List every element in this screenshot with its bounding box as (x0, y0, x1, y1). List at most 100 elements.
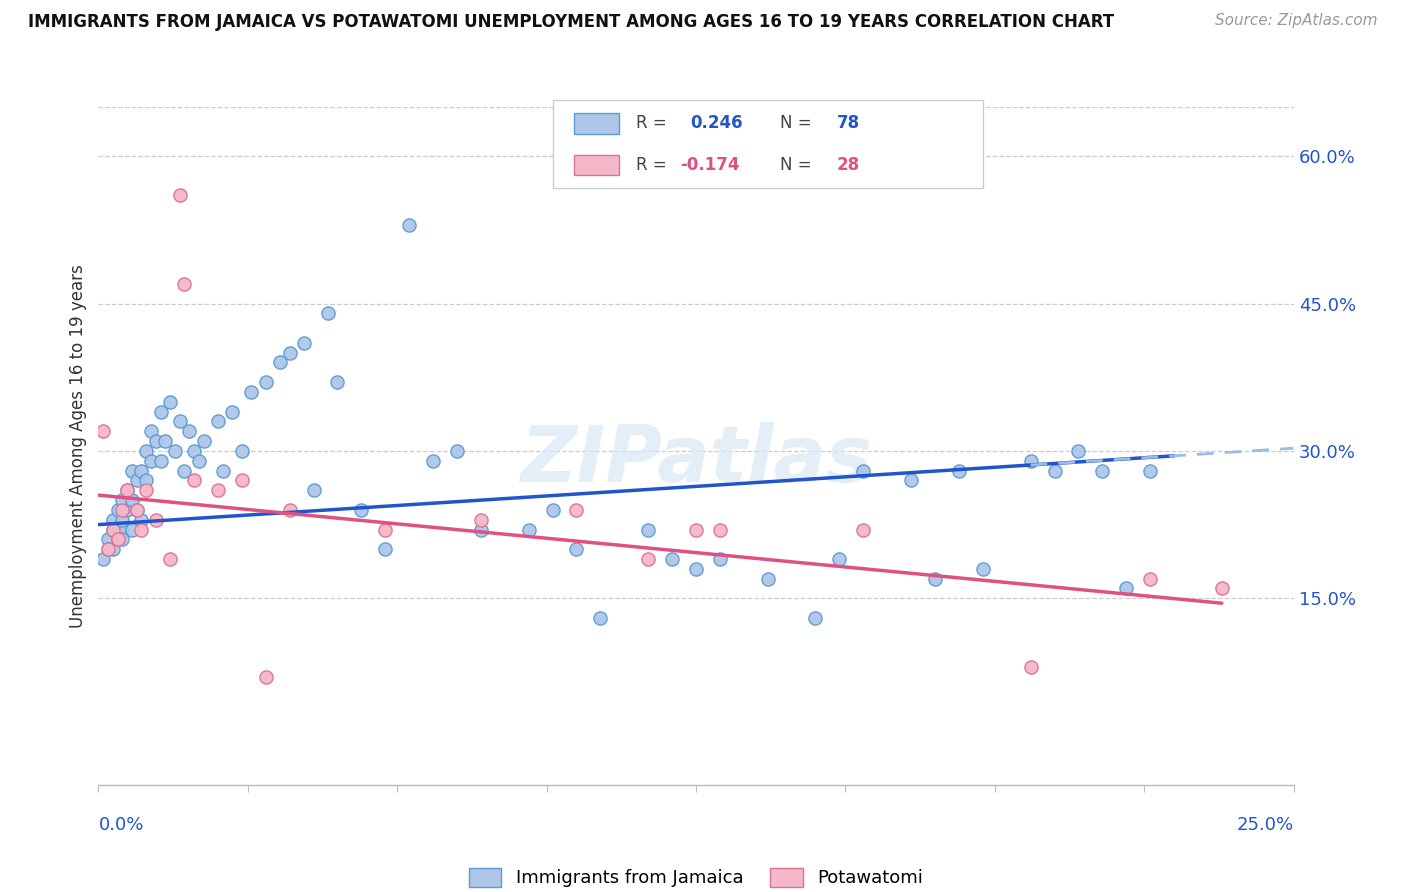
Point (111, 503, 134, 517)
Point (240, 384, 263, 399)
Point (422, 454, 444, 468)
Point (852, 523, 875, 537)
Point (115, 483, 138, 498)
Point (589, 611, 612, 625)
Point (1211, 582, 1233, 596)
Point (121, 523, 143, 537)
Point (326, 375, 349, 389)
Point (1067, 444, 1090, 458)
Point (183, 474, 205, 488)
Point (97, 533, 120, 547)
Point (121, 464, 143, 478)
Point (1019, 454, 1042, 468)
Point (1139, 572, 1161, 586)
Text: 28: 28 (837, 156, 860, 174)
Point (398, 218, 420, 232)
Text: 0.0%: 0.0% (98, 816, 143, 834)
Point (637, 523, 659, 537)
Point (135, 483, 157, 498)
Point (1091, 464, 1114, 478)
Point (135, 474, 157, 488)
Point (470, 513, 492, 527)
Point (111, 523, 134, 537)
Point (637, 552, 659, 566)
Point (756, 572, 779, 586)
FancyBboxPatch shape (553, 100, 983, 188)
Point (115, 483, 138, 498)
Point (948, 464, 970, 478)
Point (97, 542, 120, 557)
Point (350, 503, 373, 517)
Point (121, 493, 143, 508)
Point (972, 562, 994, 576)
Point (231, 444, 253, 458)
Point (541, 503, 564, 517)
Point (661, 552, 683, 566)
Point (111, 533, 134, 547)
Text: 25.0%: 25.0% (1236, 816, 1294, 834)
Text: 0.246: 0.246 (690, 114, 742, 132)
Point (292, 335, 315, 350)
FancyBboxPatch shape (574, 113, 620, 134)
Point (278, 345, 301, 359)
Point (804, 611, 827, 625)
Point (709, 523, 731, 537)
Point (470, 523, 492, 537)
Point (125, 503, 148, 517)
Point (107, 533, 129, 547)
Point (173, 464, 195, 478)
Point (207, 414, 229, 428)
Point (852, 464, 875, 478)
Point (316, 306, 339, 320)
Point (107, 503, 129, 517)
Point (179, 424, 201, 438)
Point (111, 513, 134, 527)
Text: -0.174: -0.174 (681, 156, 740, 174)
Point (183, 444, 205, 458)
Point (139, 454, 162, 468)
Point (135, 444, 157, 458)
Point (565, 542, 588, 557)
Point (163, 444, 186, 458)
Point (221, 404, 243, 418)
Text: N =: N = (780, 156, 817, 174)
Point (565, 503, 588, 517)
Point (231, 474, 253, 488)
Point (254, 670, 277, 684)
Point (149, 454, 172, 468)
Text: 78: 78 (837, 114, 860, 132)
Point (139, 424, 162, 438)
Point (107, 523, 129, 537)
Point (254, 375, 277, 389)
Point (685, 523, 707, 537)
Point (101, 513, 124, 527)
Point (91, 552, 114, 566)
Point (101, 542, 124, 557)
Point (145, 513, 167, 527)
Point (374, 523, 396, 537)
Point (97, 542, 120, 557)
Point (131, 523, 153, 537)
Text: R =: R = (637, 114, 672, 132)
Point (517, 523, 540, 537)
Point (111, 493, 134, 508)
Point (269, 355, 291, 369)
FancyBboxPatch shape (574, 154, 620, 175)
Point (173, 277, 195, 291)
Point (187, 454, 209, 468)
Point (828, 552, 851, 566)
Point (169, 414, 191, 428)
Text: ZIPatlas: ZIPatlas (520, 422, 872, 498)
Text: IMMIGRANTS FROM JAMAICA VS POTAWATOMI UNEMPLOYMENT AMONG AGES 16 TO 19 YEARS COR: IMMIGRANTS FROM JAMAICA VS POTAWATOMI UN… (28, 13, 1114, 31)
Point (1019, 660, 1042, 674)
Point (446, 444, 468, 458)
Point (709, 552, 731, 566)
Point (1139, 464, 1161, 478)
Point (115, 503, 138, 517)
Point (131, 464, 153, 478)
Point (924, 572, 946, 586)
Point (900, 474, 922, 488)
Point (169, 188, 191, 202)
Point (101, 523, 124, 537)
Point (1115, 582, 1137, 596)
